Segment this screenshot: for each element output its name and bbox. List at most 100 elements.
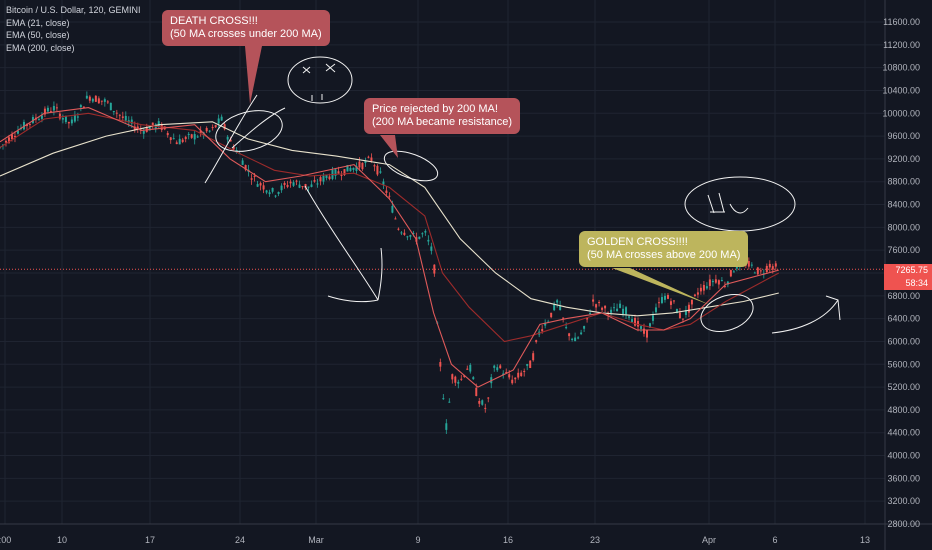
countdown-tag: 58:34 <box>884 277 932 290</box>
candle-body <box>529 360 532 369</box>
candle-body <box>133 126 136 130</box>
candle-body <box>256 184 259 187</box>
ema21-line <box>0 107 779 388</box>
candle-body <box>298 184 301 188</box>
y-tick-label: 8000.00 <box>887 222 920 232</box>
rejection-callout[interactable]: Price rejected by 200 MA! (200 MA became… <box>364 98 521 134</box>
candle-body <box>508 374 511 378</box>
y-tick-label: 5600.00 <box>887 359 920 369</box>
sad-face-eyes <box>302 63 336 101</box>
candle-body <box>67 122 70 124</box>
candle-body <box>79 105 82 107</box>
y-tick-label: 3600.00 <box>887 473 920 483</box>
y-tick-label: 9200.00 <box>887 154 920 164</box>
time-axis[interactable]: :00 10 17 24 Mar 9 16 23 Apr 6 13 <box>0 535 870 545</box>
candle-body <box>64 115 67 123</box>
x-tick-label: Mar <box>308 535 324 545</box>
candle-body <box>328 176 331 180</box>
candle-body <box>265 190 268 193</box>
candle-body <box>580 332 583 335</box>
candle-body <box>678 312 681 319</box>
candle-body <box>628 316 631 318</box>
candle-body <box>259 183 262 186</box>
legend-ema200[interactable]: EMA (200, close) <box>6 42 75 53</box>
candle-body <box>607 312 610 316</box>
candle-body <box>220 116 223 121</box>
candle-body <box>103 99 106 102</box>
legend-ema50[interactable]: EMA (50, close) <box>6 30 70 40</box>
candle-body <box>532 353 535 361</box>
y-tick-label: 11600.00 <box>883 17 920 27</box>
candle-body <box>493 365 496 368</box>
candle-body <box>460 378 463 380</box>
ema-lines <box>0 107 780 388</box>
candle-body <box>229 139 232 142</box>
candle-body <box>37 119 40 121</box>
candle-body <box>622 308 625 315</box>
candle-body <box>13 135 16 138</box>
candle-body <box>175 142 178 145</box>
candle-body <box>316 183 319 185</box>
candle-body <box>571 338 574 340</box>
candle-body <box>82 106 85 108</box>
candle-body <box>646 330 649 338</box>
candle-body <box>523 370 526 372</box>
candle-body <box>568 333 571 337</box>
candle-body <box>577 337 580 339</box>
rejection-subtitle: (200 MA became resistance) <box>372 116 513 128</box>
candle-body <box>334 169 337 176</box>
x-tick-label: 13 <box>860 535 870 545</box>
death-cross-title: DEATH CROSS!!! <box>170 15 258 27</box>
candle-body <box>109 102 112 111</box>
candle-body <box>514 377 517 380</box>
candle-body <box>511 379 514 384</box>
candle-body <box>181 139 184 142</box>
candle-body <box>625 307 628 315</box>
indicator-legend: Bitcoin / U.S. Dollar, 120, GEMINI EMA (… <box>6 4 141 54</box>
x-tick-label: 10 <box>57 535 67 545</box>
x-tick-label: Apr <box>702 535 716 545</box>
symbol-title[interactable]: Bitcoin / U.S. Dollar, 120, GEMINI <box>6 5 141 15</box>
candle-body <box>16 130 19 134</box>
candle-body <box>651 315 654 321</box>
golden-cross-circle <box>700 294 754 332</box>
golden-cross-title: GOLDEN CROSS!!!! <box>587 236 688 248</box>
candle-body <box>720 280 723 282</box>
candle-body <box>7 137 10 143</box>
candle-body <box>97 98 100 104</box>
candle-body <box>361 162 364 170</box>
candle-body <box>717 280 720 285</box>
candle-body <box>654 307 657 313</box>
candle-body <box>115 112 118 114</box>
candle-body <box>157 121 160 127</box>
y-tick-label: 10000.00 <box>882 108 920 118</box>
candle-body <box>466 368 469 370</box>
candle-body <box>412 232 415 234</box>
candle-body <box>610 309 613 313</box>
golden-cross-callout[interactable]: GOLDEN CROSS!!!! (50 MA crosses above 20… <box>579 231 749 267</box>
candle-body <box>517 372 520 378</box>
candle-body <box>421 233 424 235</box>
candle-body <box>505 372 508 374</box>
candle-body <box>151 122 154 127</box>
candle-body <box>472 377 475 380</box>
candle-body <box>232 146 235 150</box>
candle-body <box>439 362 442 367</box>
x-tick-label: :00 <box>0 535 11 545</box>
candle-body <box>55 107 58 109</box>
candle-body <box>397 228 400 230</box>
candle-body <box>124 115 127 121</box>
candle-body <box>619 303 622 308</box>
candle-body <box>286 184 289 187</box>
candle-body <box>184 136 187 140</box>
price-axis[interactable]: 11600.00 11200.00 10800.00 10400.00 10000.00… <box>882 17 920 529</box>
candle-body <box>223 124 226 130</box>
candle-body <box>367 156 370 158</box>
candle-body <box>648 323 651 328</box>
candle-body <box>406 236 409 238</box>
death-cross-callout[interactable]: DEATH CROSS!!! (50 MA crosses under 200 … <box>162 10 330 46</box>
candle-body <box>637 321 640 327</box>
legend-ema21[interactable]: EMA (21, close) <box>6 17 70 28</box>
y-tick-label: 3200.00 <box>887 496 920 506</box>
